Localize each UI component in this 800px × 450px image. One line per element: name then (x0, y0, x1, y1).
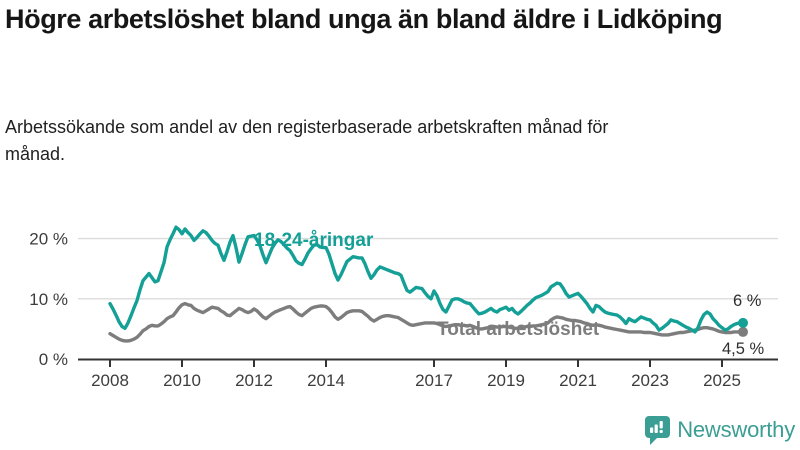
newsworthy-logo: Newsworthy (645, 415, 795, 445)
series-end-dot-youth (738, 317, 748, 328)
x-tick-label: 2019 (487, 371, 525, 390)
x-tick-label: 2025 (703, 371, 741, 390)
series-label-youth: 18-24-åringar (254, 230, 374, 251)
series-line-total (108, 301, 745, 343)
end-value-label-youth: 6 % (733, 292, 762, 310)
newsworthy-logo-text: Newsworthy (677, 417, 795, 442)
y-tick-label: 10 % (29, 290, 68, 309)
y-tick-label: 20 % (29, 230, 68, 249)
x-tick-label: 2021 (559, 371, 597, 390)
x-tick-label: 2017 (415, 371, 453, 390)
y-tick-label: 0 % (39, 350, 68, 369)
x-tick-label: 2023 (631, 371, 669, 390)
newsworthy-logo-icon (645, 415, 671, 445)
x-tick-label: 2014 (307, 371, 345, 390)
series-line-youth (108, 225, 745, 334)
x-tick-label: 2012 (235, 371, 273, 390)
x-tick-label: 2010 (163, 371, 201, 390)
series-label-total: Total arbetslöshet (437, 319, 600, 340)
chart-subtitle: Arbetssökande som andel av den registerb… (5, 117, 609, 164)
x-tick-label: 2008 (91, 371, 129, 390)
end-value-label-total: 4,5 % (722, 340, 765, 358)
series-end-dot-total (738, 326, 748, 337)
page-title: Högre arbetslöshet bland unga än bland ä… (5, 4, 723, 34)
